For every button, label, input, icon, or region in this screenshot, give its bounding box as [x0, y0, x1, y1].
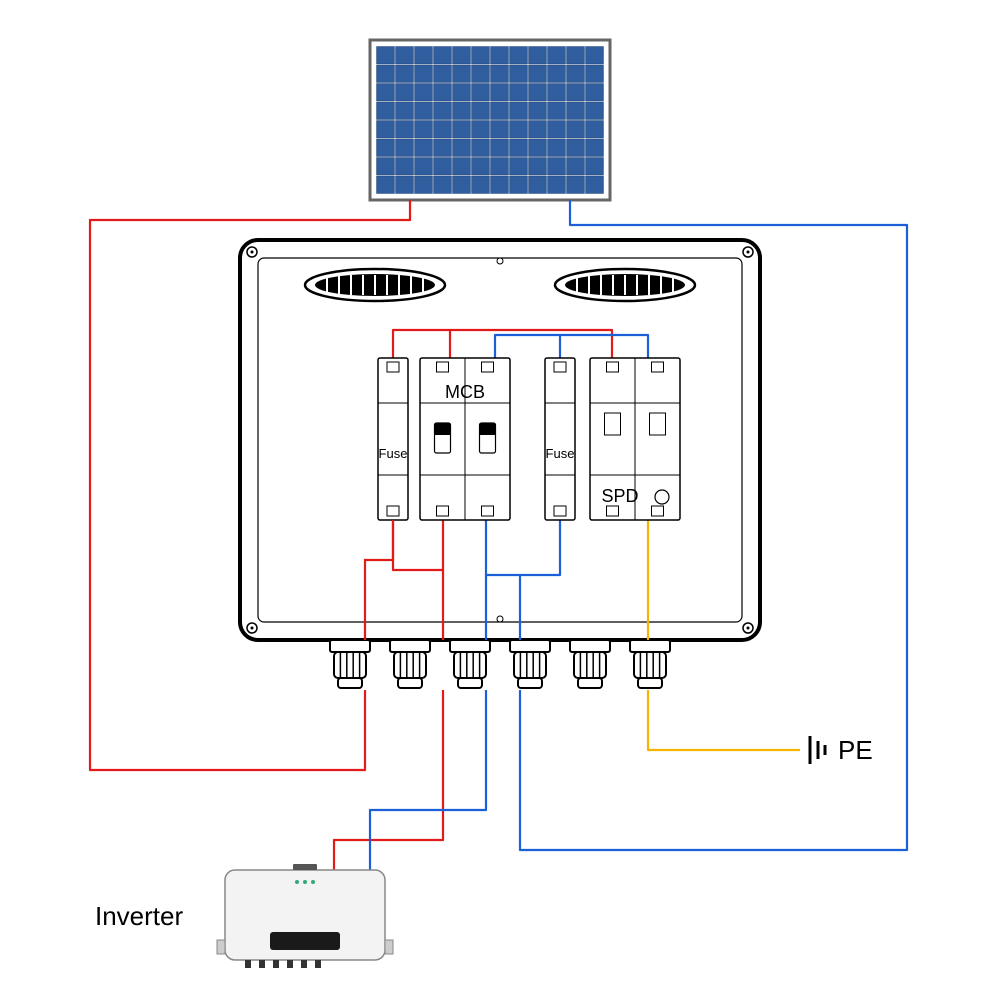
wire-yellow-pe	[648, 690, 800, 750]
inverter	[217, 864, 393, 968]
solar-wiring-diagram: FuseMCBFuseSPD PE Inverter	[0, 0, 1000, 1000]
wire-red-to-inverter	[334, 690, 443, 880]
combiner-box: FuseMCBFuseSPD	[240, 240, 760, 640]
inverter-label: Inverter	[95, 901, 183, 931]
wire-blue-to-inverter	[370, 690, 486, 880]
svg-text:Fuse: Fuse	[546, 446, 575, 461]
pe-label: PE	[838, 735, 873, 765]
svg-text:Fuse: Fuse	[379, 446, 408, 461]
cable-glands	[330, 640, 670, 688]
pe-ground-symbol	[810, 736, 825, 764]
svg-text:SPD: SPD	[601, 486, 638, 506]
solar-panel	[370, 40, 610, 200]
